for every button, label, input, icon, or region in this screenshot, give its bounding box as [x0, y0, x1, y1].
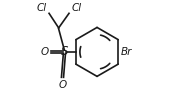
- Text: Cl: Cl: [37, 3, 47, 13]
- Text: O: O: [58, 80, 67, 90]
- Text: S: S: [61, 45, 68, 58]
- Text: Br: Br: [121, 47, 132, 57]
- Text: O: O: [40, 47, 49, 57]
- Text: Cl: Cl: [71, 3, 81, 13]
